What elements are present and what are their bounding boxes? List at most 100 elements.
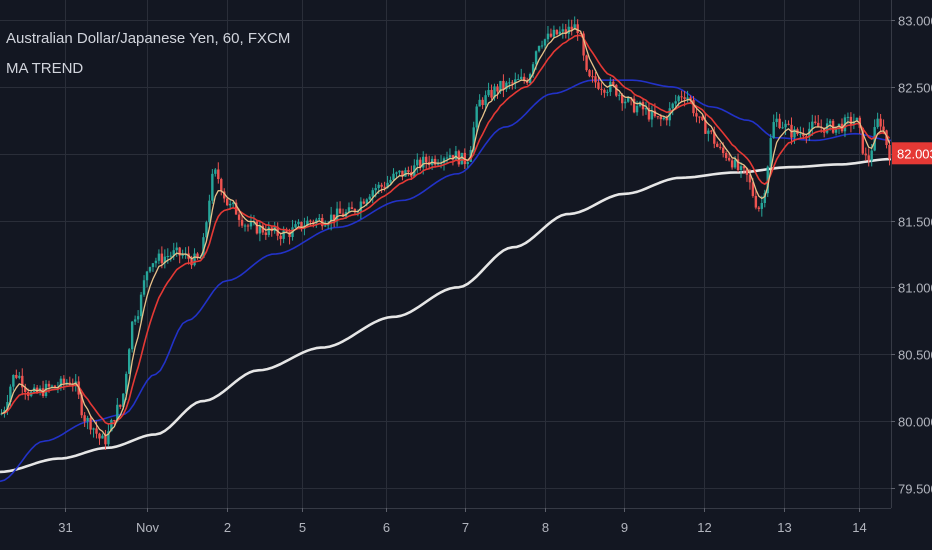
candle-body [148, 267, 152, 272]
candle [172, 242, 175, 261]
candle-body [775, 118, 778, 123]
candle-body [214, 169, 217, 174]
candle-body [312, 221, 315, 224]
candle [517, 74, 520, 81]
candle [478, 94, 481, 107]
indicator-title[interactable]: MA TREND [6, 60, 84, 77]
candle-body [318, 217, 321, 220]
last-price-value: 82.003 [897, 146, 932, 161]
candle-body [879, 118, 882, 127]
candle-body [665, 117, 668, 121]
candle-body [130, 321, 134, 350]
candle-body [727, 157, 731, 161]
candle [606, 89, 609, 97]
candle-body [377, 184, 380, 189]
candle-body [523, 76, 526, 81]
candle [433, 155, 437, 168]
candle-body [846, 116, 850, 118]
candle-body [695, 113, 698, 117]
candle [12, 374, 15, 391]
candle [879, 114, 882, 131]
candle [389, 176, 392, 185]
candle-body [89, 417, 92, 430]
candle-body [659, 116, 663, 120]
candle [442, 156, 446, 171]
candle [555, 29, 559, 36]
candle-body [220, 179, 223, 192]
candle-body [463, 152, 467, 165]
candle-body [680, 96, 683, 98]
time-axis[interactable]: 31 Nov 2 5 6 7 8 9 12 13 14 [58, 508, 867, 535]
candle [163, 249, 167, 269]
candle [704, 113, 707, 135]
candle-body [419, 159, 422, 168]
candle-body [83, 415, 86, 422]
candle-body [864, 153, 867, 156]
candle-body [104, 435, 107, 445]
candle-body [772, 122, 775, 139]
candle-body [324, 225, 327, 227]
candle-body [609, 81, 612, 92]
candle [395, 171, 398, 178]
candle [549, 28, 553, 38]
candle [499, 80, 502, 94]
candle-body [573, 24, 576, 30]
candle-body [825, 123, 829, 133]
candle-body [487, 89, 490, 96]
candle [713, 126, 716, 149]
candle-body [579, 33, 582, 35]
x-tick-label: Nov [136, 520, 160, 535]
candle-body [724, 153, 728, 158]
candle-body [558, 31, 562, 35]
candle [127, 347, 131, 374]
candle-body [671, 103, 674, 109]
candle [258, 220, 262, 242]
candle [445, 151, 449, 164]
candle [220, 177, 223, 196]
candle-body [457, 151, 461, 165]
candle [757, 205, 761, 212]
candle [119, 404, 122, 410]
candle-body [347, 207, 351, 213]
candle-body [638, 102, 642, 106]
candle [157, 249, 161, 265]
candle [698, 116, 701, 124]
candle-body [436, 163, 440, 165]
candle [564, 24, 567, 39]
candle-body [885, 130, 888, 146]
candle [811, 114, 814, 136]
candle-body [193, 253, 196, 266]
candle-body [139, 294, 143, 317]
candle [211, 169, 214, 204]
candle-body [380, 184, 383, 187]
candle-body [190, 258, 193, 266]
candle-body [424, 156, 428, 163]
candle [873, 119, 876, 152]
candle-body [243, 225, 247, 227]
candle-body [677, 96, 680, 102]
candle [15, 369, 18, 380]
candle-body [683, 97, 686, 99]
candle-body [508, 82, 511, 84]
symbol-title[interactable]: Australian Dollar/Japanese Yen, 60, FXCM [6, 30, 291, 47]
candle-body [157, 253, 161, 261]
candle [24, 383, 27, 400]
candle-body [151, 263, 155, 268]
candle-body [496, 86, 499, 92]
x-tick-label: 2 [224, 520, 231, 535]
candle-body [612, 81, 615, 85]
candle [775, 112, 778, 127]
candle [632, 95, 636, 114]
candle-body [258, 225, 262, 234]
candle [603, 88, 606, 98]
candle-body [555, 29, 559, 35]
candle-body [315, 219, 318, 224]
candle-body [635, 105, 639, 113]
candle-body [297, 221, 300, 225]
candle-body [591, 76, 594, 78]
candle [650, 105, 654, 128]
candle [769, 133, 772, 169]
candle-body [588, 70, 591, 77]
candle [243, 223, 247, 232]
